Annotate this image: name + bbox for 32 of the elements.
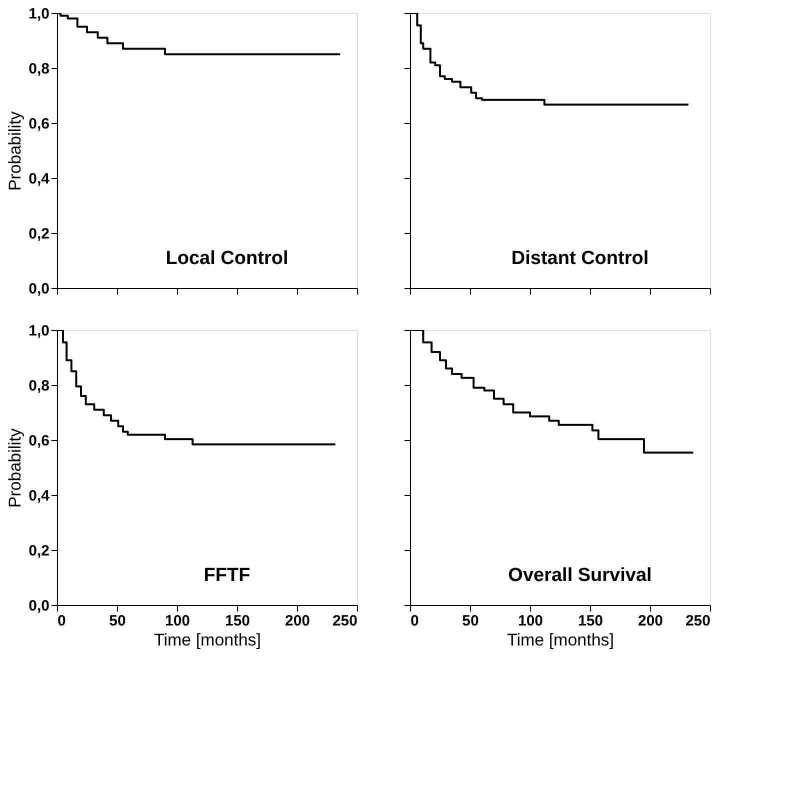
y-tick-label: 0,0 — [28, 598, 50, 614]
y-tick-label: 0,0 — [28, 280, 50, 298]
y-tick-label: 0,4 — [28, 170, 50, 188]
y-tick-label: 0,8 — [28, 60, 50, 78]
y-tick-label: 0,6 — [28, 432, 50, 450]
x-tick-label: 100 — [164, 612, 190, 630]
y-tick-label: 0,4 — [28, 488, 50, 504]
x-axis-title: Time [months] — [506, 630, 614, 650]
y-axis-title: Probability — [6, 110, 25, 191]
x-tick-label: 250 — [685, 612, 710, 630]
y-tick-label: 0,2 — [28, 226, 50, 242]
x-tick-label: 200 — [284, 612, 310, 630]
x-tick-label: 50 — [462, 612, 479, 630]
x-tick-label: 0 — [58, 612, 66, 630]
y-tick-label: 0,6 — [28, 116, 50, 132]
x-tick-label: 200 — [638, 612, 664, 630]
x-tick-label: 0 — [410, 612, 419, 630]
y-tick-label: 0,2 — [28, 542, 50, 560]
x-tick-label: 250 — [332, 612, 358, 630]
x-tick-label: 150 — [578, 612, 604, 630]
text: Overall Survival — [508, 565, 652, 586]
text: Local Control — [166, 248, 288, 269]
y-tick-label: 0,8 — [28, 378, 50, 394]
y-tick-label: 1,0 — [28, 6, 50, 22]
x-tick-label: 100 — [518, 612, 544, 630]
text: Distant Control — [511, 248, 649, 269]
x-tick-label: 50 — [109, 612, 126, 630]
text: FFTF — [204, 565, 250, 586]
x-tick-label: 150 — [224, 612, 250, 630]
x-axis-title: Time [months] — [154, 630, 262, 650]
y-axis-title: Probability — [6, 428, 25, 508]
y-tick-label: 1,0 — [28, 322, 50, 340]
